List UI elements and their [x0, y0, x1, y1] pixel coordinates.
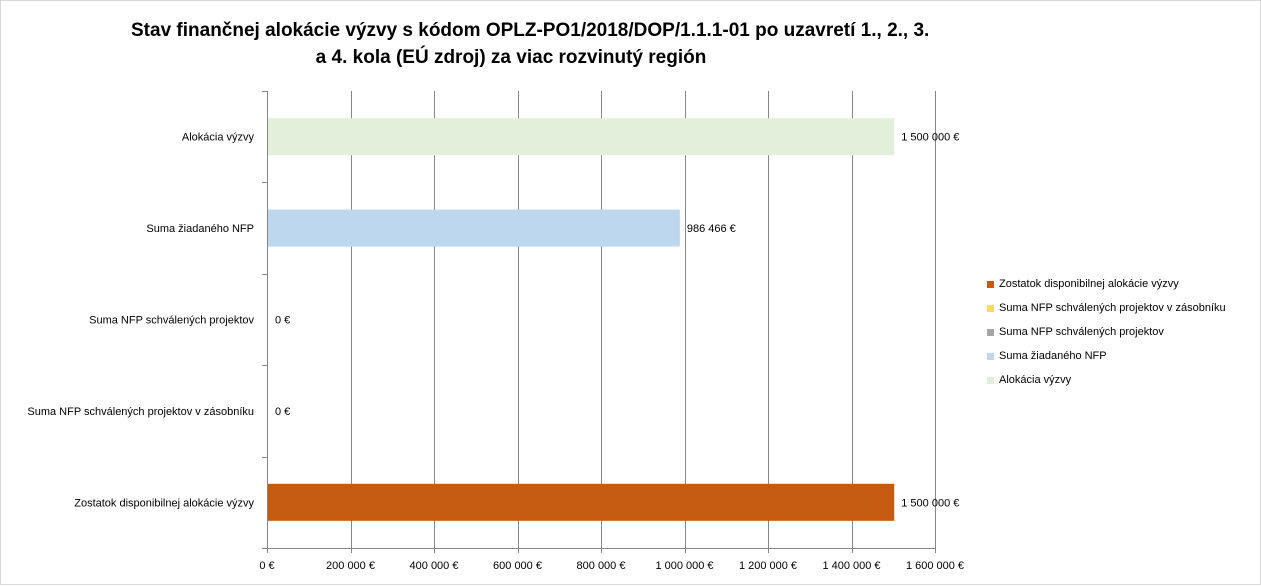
x-tick-label: 800 000 € — [577, 560, 626, 572]
data-label: 0 € — [275, 406, 290, 418]
y-tick-label: Suma NFP schválených projektov v zásobní… — [27, 406, 254, 418]
x-tick-label: 1 400 000 € — [822, 560, 880, 572]
data-label: 1 500 000 € — [901, 497, 959, 509]
x-tick-label: 0 € — [259, 560, 274, 572]
data-label: 0 € — [275, 315, 290, 327]
x-tick-label: 1 200 000 € — [739, 560, 797, 572]
legend-swatch — [987, 280, 994, 288]
legend-item: Suma žiadaného NFP — [987, 344, 1226, 368]
chart-title-line-1: Stav finančnej alokácie výzvy s kódom OP… — [131, 20, 930, 41]
y-tick-label: Suma žiadaného NFP — [146, 223, 254, 235]
x-tick-label: 1 000 000 € — [655, 560, 713, 572]
x-tick-label: 1 600 000 € — [906, 560, 964, 572]
data-label: 986 466 € — [687, 223, 736, 235]
x-tick-label: 600 000 € — [493, 560, 542, 572]
y-tick-label: Zostatok disponibilnej alokácie výzvy — [74, 497, 254, 509]
data-label: 1 500 000 € — [901, 132, 959, 144]
bar — [268, 118, 895, 156]
legend-label: Alokácia výzvy — [999, 374, 1072, 386]
bar — [268, 209, 680, 247]
legend-item: Suma NFP schválených projektov v zásobní… — [987, 296, 1226, 320]
bar — [268, 483, 895, 521]
legend-label: Suma NFP schválených projektov v zásobní… — [999, 302, 1226, 314]
legend-item: Suma NFP schválených projektov — [987, 320, 1226, 344]
y-tick-label: Alokácia výzvy — [182, 132, 255, 144]
x-tick-label: 200 000 € — [326, 560, 375, 572]
legend-swatch — [987, 328, 994, 336]
chart-title-line-2: a 4. kola (EÚ zdroj) za viac rozvinutý r… — [315, 47, 707, 68]
legend-label: Zostatok disponibilnej alokácie výzvy — [999, 278, 1179, 290]
legend-swatch — [987, 376, 994, 384]
y-tick-label: Suma NFP schválených projektov — [89, 315, 254, 327]
legend: Zostatok disponibilnej alokácie výzvy Su… — [987, 272, 1226, 392]
legend-label: Suma žiadaného NFP — [999, 350, 1107, 362]
x-tick-label: 400 000 € — [410, 560, 459, 572]
legend-swatch — [987, 352, 994, 360]
legend-item: Alokácia výzvy — [987, 368, 1226, 392]
legend-swatch — [987, 304, 994, 312]
legend-item: Zostatok disponibilnej alokácie výzvy — [987, 272, 1226, 296]
legend-label: Suma NFP schválených projektov — [999, 326, 1164, 338]
